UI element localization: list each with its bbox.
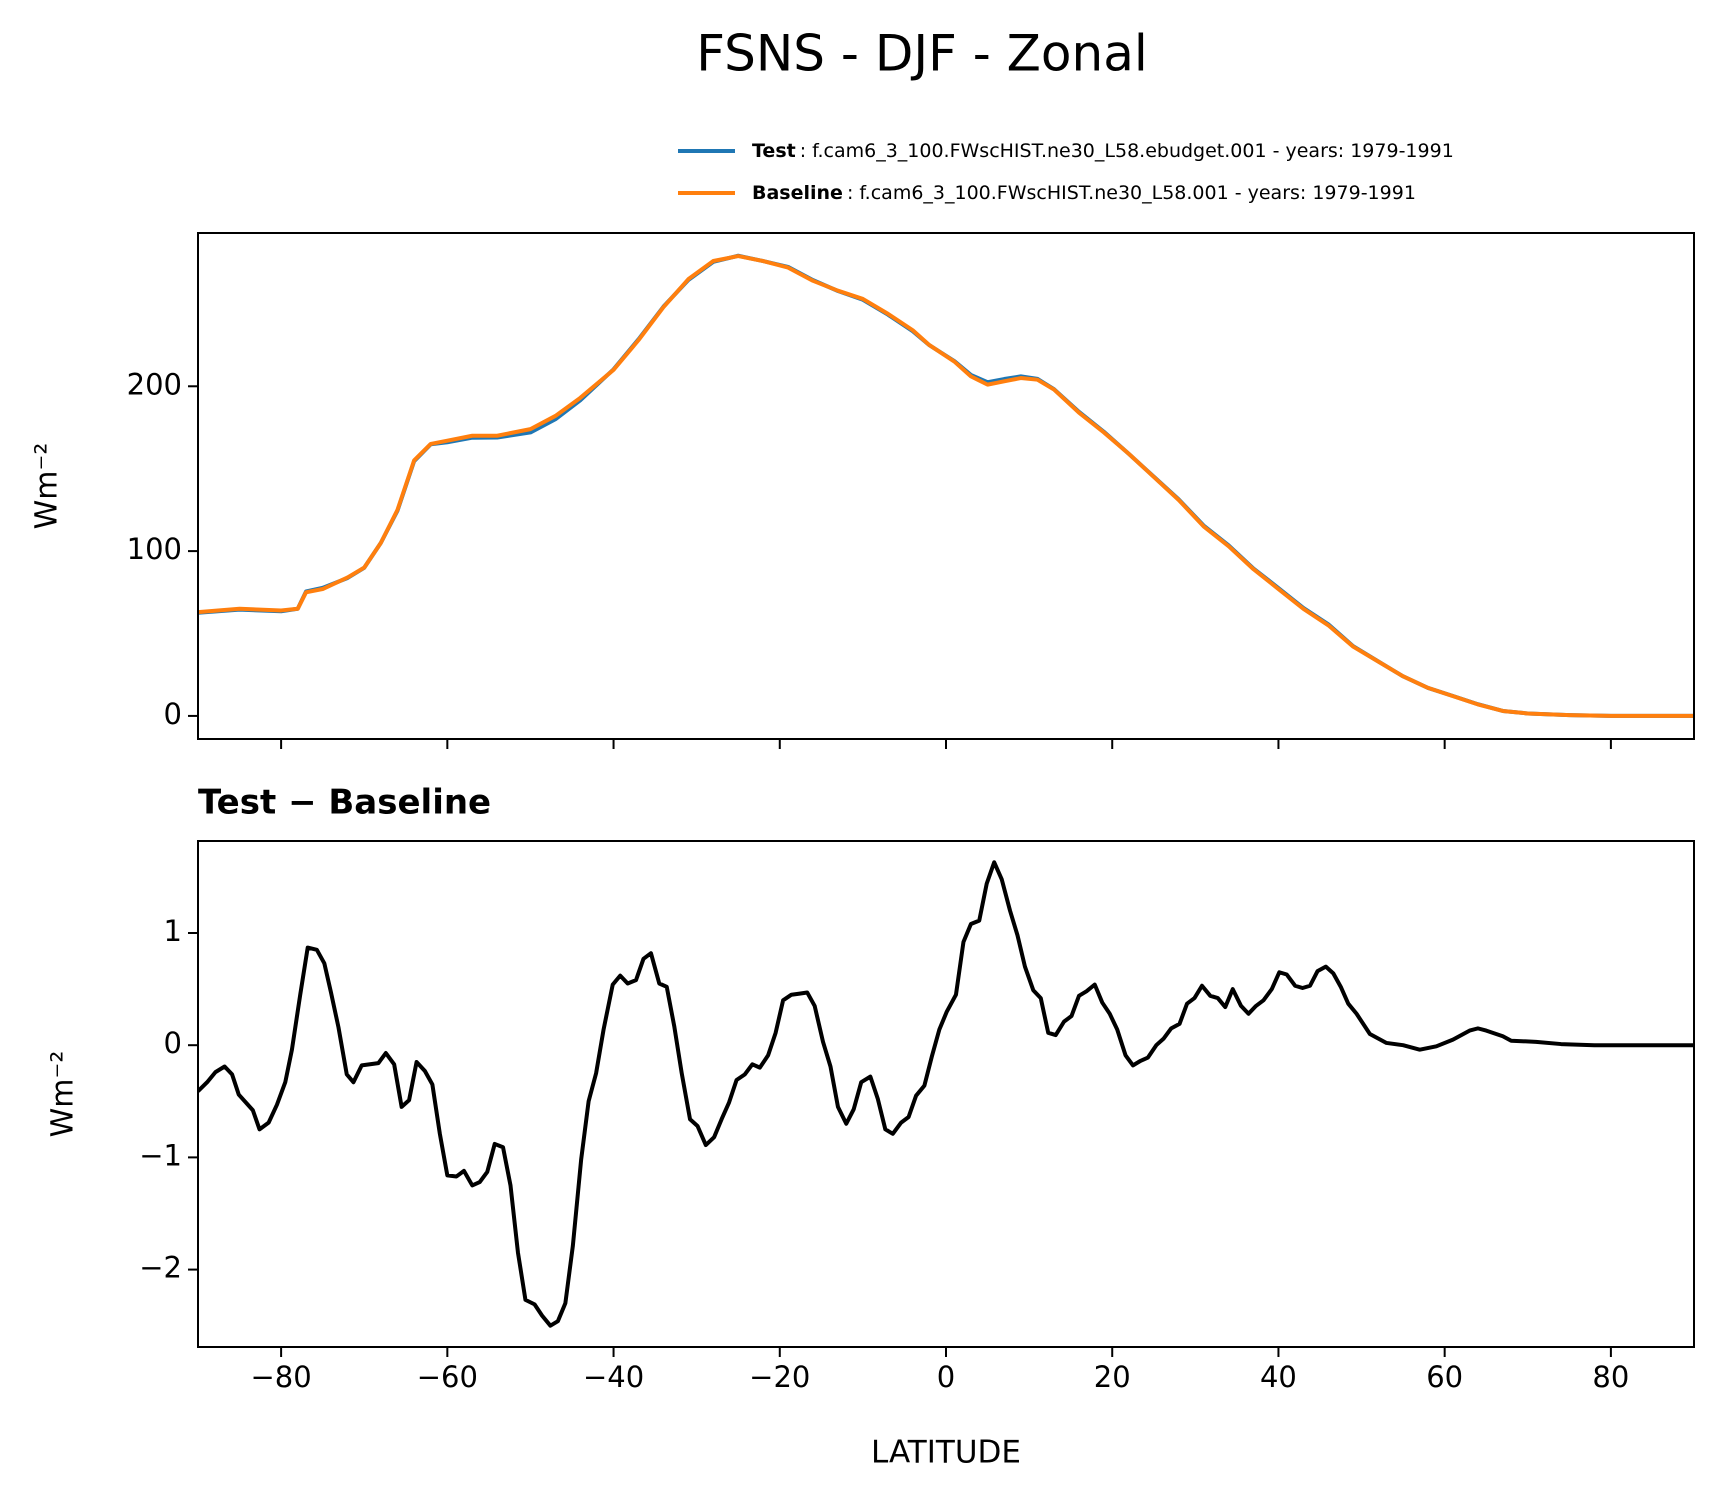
x-tick-label: 0	[937, 1360, 955, 1394]
x-tick-label: −20	[749, 1360, 810, 1394]
x-tick-label: 60	[1426, 1360, 1463, 1394]
y-tick-label: −2	[139, 1251, 182, 1285]
y-tick-label: 0	[164, 697, 182, 731]
legend-description: : f.cam6_3_100.FWscHIST.ne30_L58.ebudget…	[800, 140, 1454, 162]
y-tick-label: −1	[139, 1138, 182, 1172]
figure-title: FSNS - DJF - Zonal	[696, 25, 1148, 83]
y-tick-label: 200	[127, 367, 182, 401]
subplot-title: Test − Baseline	[198, 783, 491, 823]
axes-frame	[197, 232, 1695, 740]
plot-area	[198, 253, 1694, 718]
plot-area	[198, 860, 1694, 1328]
x-tick-label: −80	[251, 1360, 312, 1394]
x-tick-label: −40	[583, 1360, 644, 1394]
y-tick-label: 1	[164, 914, 182, 948]
x-tick-label: −60	[417, 1360, 478, 1394]
x-tick-label: 80	[1592, 1360, 1629, 1394]
x-axis-label: LATITUDE	[871, 1435, 1021, 1471]
axes-frame	[197, 840, 1695, 1348]
y-axis-label: Wm⁻²	[46, 1051, 81, 1138]
legend-name: Test	[752, 140, 796, 162]
x-tick-label: 20	[1094, 1360, 1131, 1394]
legend-description: : f.cam6_3_100.FWscHIST.ne30_L58.001 - y…	[847, 182, 1416, 204]
legend-label: Baseline: f.cam6_3_100.FWscHIST.ne30_L58…	[752, 182, 1416, 204]
x-tick-label: 40	[1260, 1360, 1297, 1394]
y-tick-label: 100	[127, 532, 182, 566]
data-line	[198, 254, 1694, 718]
data-line	[198, 253, 1694, 718]
y-tick-label: 0	[164, 1026, 182, 1060]
legend-label: Test: f.cam6_3_100.FWscHIST.ne30_L58.ebu…	[752, 140, 1454, 162]
legend-name: Baseline	[752, 182, 843, 204]
data-line	[198, 860, 1694, 1328]
y-axis-label: Wm⁻²	[30, 443, 65, 530]
